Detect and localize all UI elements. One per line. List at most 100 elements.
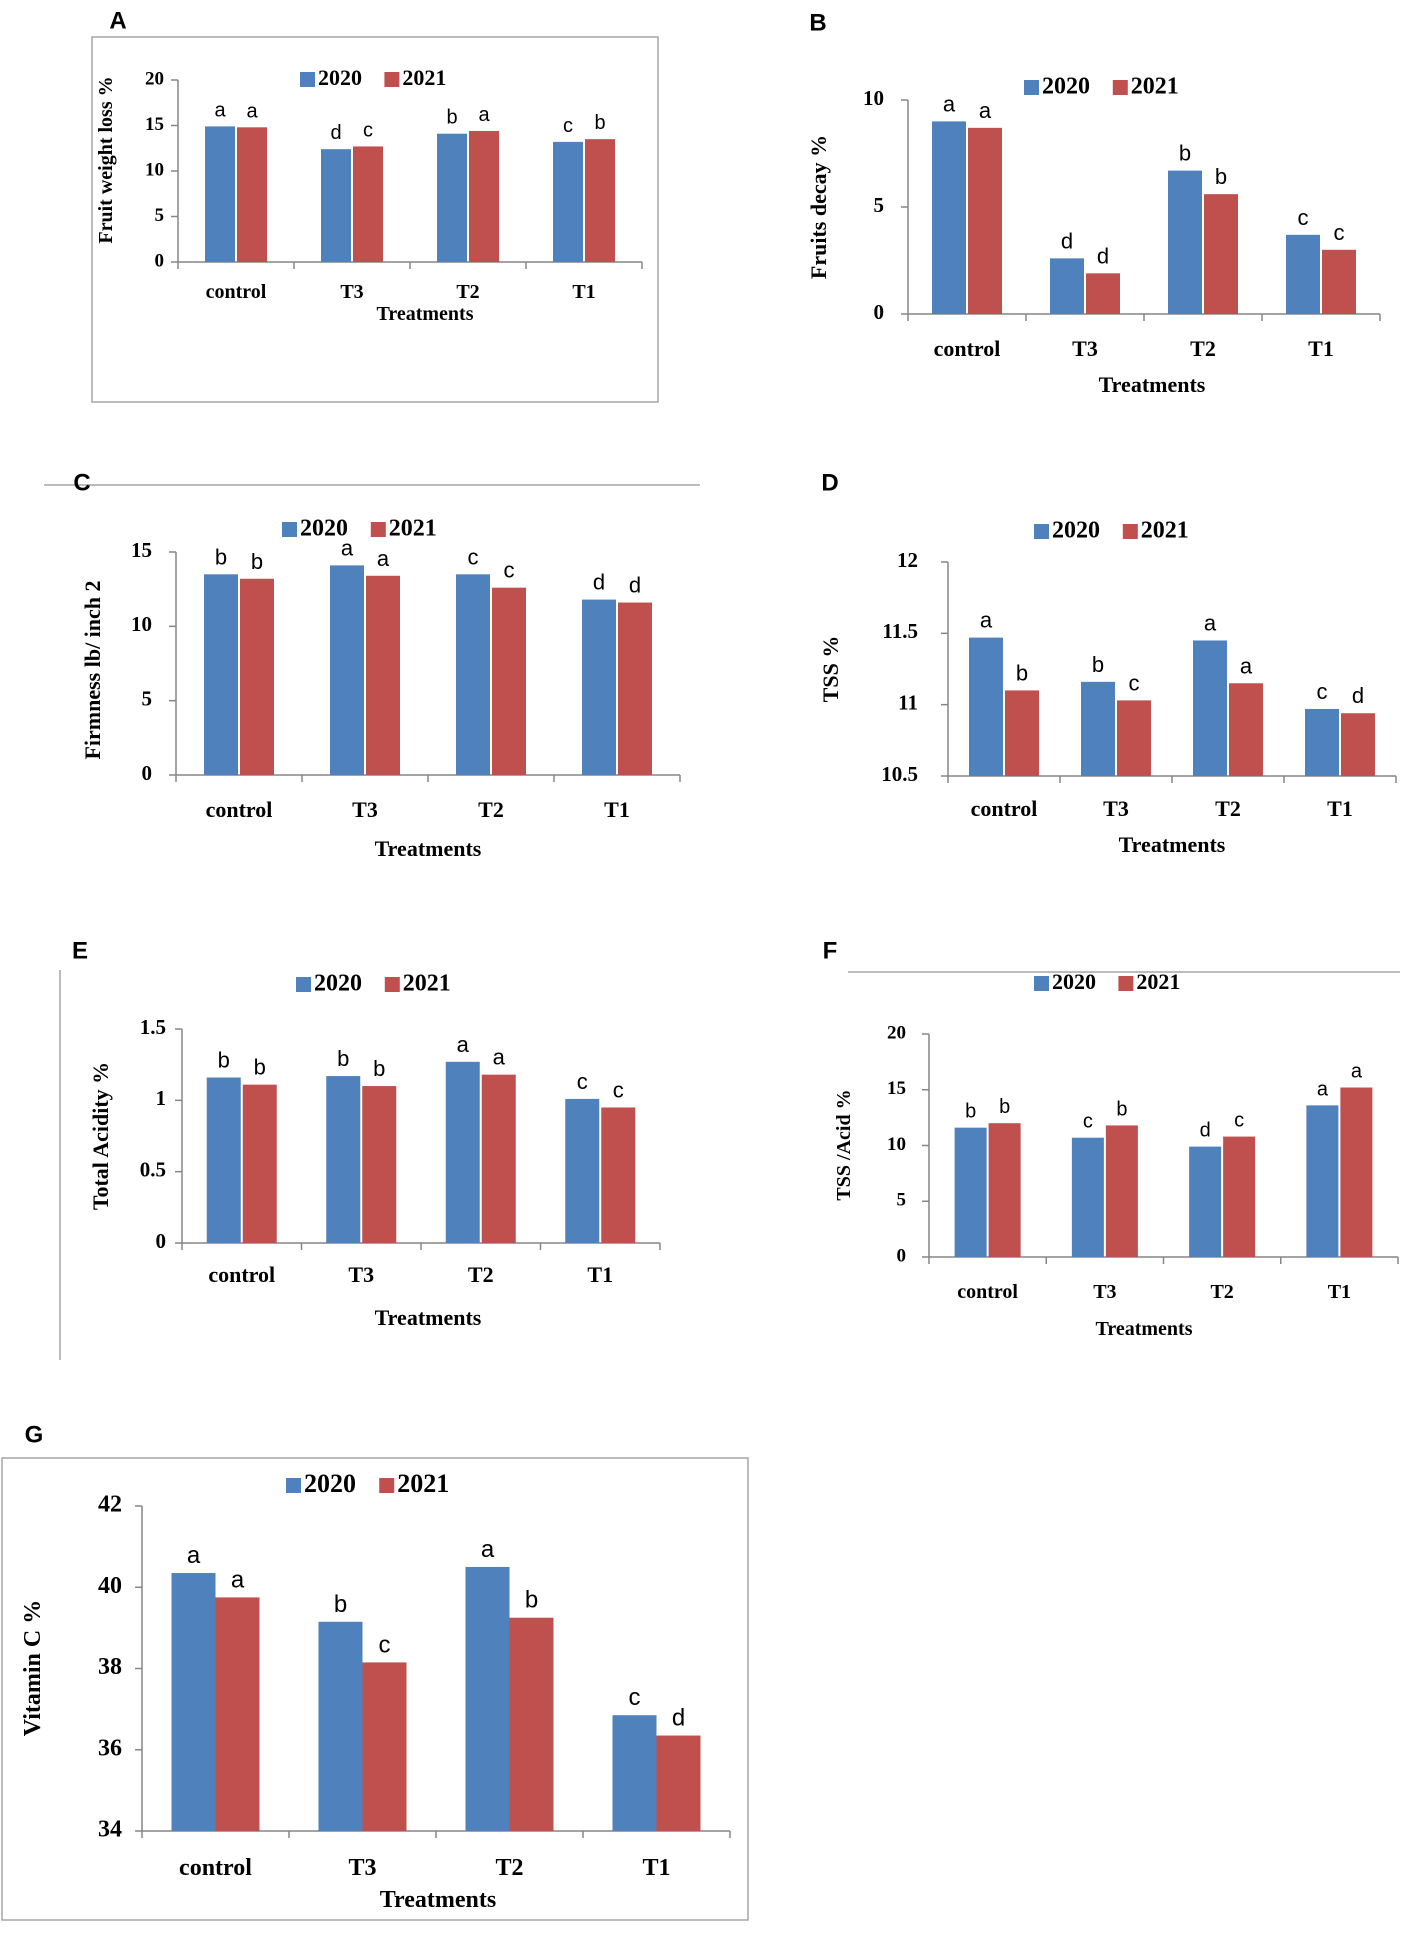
bar-a-t1-2020 bbox=[553, 141, 583, 262]
chart-c-svg: C 0 5 10 15 b b control a a T3 cc T2 d d T1 Treatments Fi… bbox=[44, 469, 700, 861]
panel-letter-b: B bbox=[809, 9, 826, 36]
bar-c-control-2020 bbox=[204, 574, 238, 775]
panel-letter-g: G bbox=[25, 1421, 44, 1448]
legend-swatch-d-2021 bbox=[1122, 524, 1138, 539]
y-tick-label-a: 0 bbox=[155, 250, 165, 271]
bar-c-t3-2020 bbox=[330, 565, 364, 775]
legend-label-f-2020: 2020 bbox=[1052, 969, 1096, 994]
legend-label-e-2021: 2021 bbox=[403, 971, 451, 997]
bar-b-control-2021 bbox=[968, 127, 1002, 314]
y-tick-label-d: 11.5 bbox=[882, 619, 918, 643]
bar-e-t2-2021 bbox=[481, 1074, 516, 1243]
significance-letter-a: a bbox=[478, 104, 490, 126]
y-tick-label-e: 0.5 bbox=[140, 1157, 166, 1181]
y-tick-label-g: 38 bbox=[98, 1654, 122, 1680]
legend-swatch-c-2021 bbox=[370, 522, 386, 537]
x-category-label-b: T1 bbox=[1308, 336, 1334, 361]
significance-letter-c: d bbox=[629, 573, 641, 598]
significance-letter-f: a bbox=[1351, 1061, 1363, 1083]
legend-label-d-2020: 2020 bbox=[1052, 518, 1100, 544]
legend-swatch-c-2020 bbox=[282, 522, 297, 537]
bar-d-t3-2021 bbox=[1117, 700, 1151, 776]
legend-label-b-2020: 2020 bbox=[1042, 74, 1090, 100]
bar-a-t3-2020 bbox=[321, 149, 351, 262]
significance-letter-b: a bbox=[943, 91, 956, 116]
significance-letter-d: d bbox=[1352, 683, 1364, 708]
bar-a-control-2021 bbox=[237, 127, 267, 262]
y-tick-label-c: 10 bbox=[131, 612, 152, 636]
significance-letter-e: b bbox=[373, 1056, 385, 1081]
legend-swatch-a-2020 bbox=[300, 72, 315, 87]
y-tick-label-e: 1 bbox=[156, 1086, 167, 1110]
significance-letter-g: c bbox=[629, 1684, 641, 1711]
x-category-label-a: T2 bbox=[456, 281, 479, 303]
bar-e-control-2020 bbox=[206, 1077, 241, 1243]
legend-label-a-2020: 2020 bbox=[318, 65, 362, 90]
y-axis-title-b: Fruits decay % bbox=[806, 135, 831, 279]
significance-letter-f: a bbox=[1317, 1078, 1329, 1100]
y-tick-label-f: 5 bbox=[897, 1190, 907, 1211]
legend-swatch-f-2021 bbox=[1118, 976, 1134, 991]
legend-label-c-2020: 2020 bbox=[300, 516, 348, 542]
x-category-label-f: T2 bbox=[1210, 1281, 1233, 1303]
y-axis-title-f: TSS /Acid % bbox=[833, 1089, 855, 1200]
y-tick-label-c: 15 bbox=[131, 538, 152, 562]
bar-b-control-2020 bbox=[932, 121, 966, 315]
chart-f-svg: F 0 5 10 15 20 b b control c b T3 d c T2 aa T1 Treatments… bbox=[823, 937, 1400, 1340]
significance-letter-b: c bbox=[1298, 205, 1309, 230]
bar-a-t2-2021 bbox=[469, 130, 499, 262]
bar-f-t1-2021 bbox=[1340, 1087, 1373, 1257]
x-category-label-f: T3 bbox=[1093, 1281, 1116, 1303]
chart-g-frame bbox=[1, 1457, 749, 1921]
panel-letter-c: C bbox=[73, 469, 90, 496]
significance-letter-e: c bbox=[613, 1077, 624, 1102]
x-axis-title-c: Treatments bbox=[375, 836, 482, 861]
legend-label-a-2021: 2021 bbox=[402, 65, 446, 90]
significance-letter-c: a bbox=[377, 546, 390, 571]
legend-swatch-f-2020 bbox=[1034, 976, 1049, 991]
significance-letter-a: c bbox=[563, 115, 573, 137]
x-category-label-d: T1 bbox=[1327, 796, 1353, 821]
x-category-label-e: control bbox=[208, 1262, 275, 1287]
y-tick-label-d: 12 bbox=[897, 548, 918, 572]
x-axis-title-b: Treatments bbox=[1099, 372, 1206, 397]
x-category-label-d: T2 bbox=[1215, 796, 1241, 821]
x-category-label-f: control bbox=[957, 1281, 1018, 1303]
significance-letter-a: a bbox=[246, 100, 258, 122]
x-axis-title-a: Treatments bbox=[376, 303, 473, 325]
panel-g: G 34 36 38 40 42 a a control b c T3 a b T2 c d T1 Treatmen… bbox=[0, 1410, 760, 1933]
y-axis-title-e: Total Acidity % bbox=[88, 1062, 113, 1210]
x-category-label-c: T1 bbox=[604, 797, 630, 822]
bar-f-t3-2021 bbox=[1105, 1125, 1138, 1257]
x-category-label-c: control bbox=[206, 797, 273, 822]
bar-e-control-2021 bbox=[242, 1084, 277, 1243]
x-category-label-f: T1 bbox=[1328, 1281, 1351, 1303]
x-axis-title-f: Treatments bbox=[1095, 1318, 1192, 1340]
bar-b-t1-2021 bbox=[1322, 249, 1356, 314]
y-axis-title-a: Fruit weight loss % bbox=[95, 76, 117, 243]
legend-swatch-g-2020 bbox=[286, 1478, 301, 1493]
bar-b-t3-2021 bbox=[1086, 273, 1120, 314]
x-category-label-g: T2 bbox=[495, 1855, 523, 1881]
bar-e-t2-2020 bbox=[445, 1061, 480, 1243]
bar-f-t2-2020 bbox=[1189, 1146, 1222, 1257]
x-category-label-e: T2 bbox=[468, 1262, 494, 1287]
bar-f-t3-2020 bbox=[1071, 1137, 1104, 1257]
significance-letter-e: a bbox=[493, 1045, 506, 1070]
significance-letter-g: a bbox=[481, 1536, 495, 1563]
panel-c: C 0 5 10 15 b b control a a T3 c c T2 d d T1 Treatments Fi… bbox=[0, 460, 720, 920]
x-category-label-c: T3 bbox=[352, 797, 378, 822]
bar-c-t1-2021 bbox=[618, 602, 652, 775]
panel-e: E 0 0.5 1 1.5 b b control b b T3 a a T2 c c T1 Treatments… bbox=[0, 930, 720, 1360]
significance-letter-a: d bbox=[330, 122, 341, 144]
significance-letter-c: c bbox=[468, 544, 479, 569]
significance-letter-g: b bbox=[334, 1591, 347, 1618]
bar-b-t3-2020 bbox=[1050, 258, 1084, 314]
legend-label-f-2021: 2021 bbox=[1136, 969, 1180, 994]
significance-letter-e: b bbox=[218, 1048, 230, 1073]
legend-swatch-b-2021 bbox=[1112, 80, 1128, 95]
y-tick-label-a: 20 bbox=[145, 68, 164, 89]
x-category-label-a: T3 bbox=[340, 281, 363, 303]
